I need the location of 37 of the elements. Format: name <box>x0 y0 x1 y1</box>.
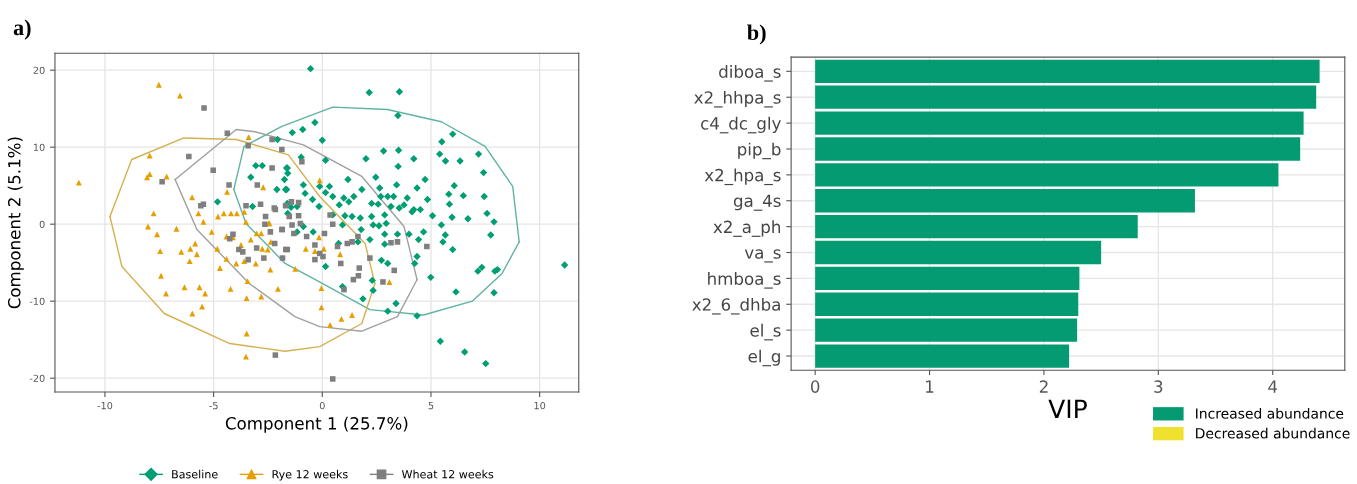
y-tick-label: x2_hhpa_s <box>694 90 781 108</box>
x-tick-label: -5 <box>209 402 218 410</box>
x-tick-label: 4 <box>1268 380 1278 393</box>
y-axis-title: Component 2 (5.1%) <box>7 137 24 309</box>
y-tick-label: 0 <box>39 220 45 229</box>
y-tick-label: el_g <box>748 349 780 367</box>
y-tick-label: va_s <box>744 249 781 263</box>
legend-label: Baseline <box>172 469 218 479</box>
x-tick-label: 2 <box>1039 380 1048 393</box>
x-tick-label: -10 <box>97 401 113 410</box>
y-tick-label: c4_dc_gly <box>701 116 781 134</box>
y-tick-label: pip_b <box>738 142 781 160</box>
y-tick-label: ga_4s <box>733 194 781 211</box>
x-axis-title: Component 1 (25.7%) <box>225 416 408 433</box>
y-tick-label: x2_a_ph <box>713 220 780 237</box>
x-axis-title: VIP <box>1048 399 1087 418</box>
x-tick-label: 5 <box>428 402 434 410</box>
y-tick-label: x2_hpa_s <box>704 168 781 186</box>
y-tick-label: -20 <box>29 374 45 383</box>
y-tick-label: el_s <box>750 323 781 341</box>
y-tick-label: 10 <box>33 143 45 152</box>
y-tick-label: hmboa_s <box>708 272 781 289</box>
legend-label: Wheat 12 weeks <box>401 469 494 479</box>
x-tick-label: 3 <box>1154 380 1163 393</box>
y-tick-label: x2_6_dhba <box>692 297 780 315</box>
legend-label: Decreased abundance <box>1196 427 1350 439</box>
text: a) <box>13 19 31 40</box>
x-tick-label: 10 <box>534 401 546 410</box>
x-tick-label: 0 <box>319 401 325 410</box>
y-tick-label: 20 <box>33 66 45 75</box>
x-tick-label: 1 <box>926 380 934 393</box>
text: b) <box>747 24 766 45</box>
y-tick-label: -10 <box>29 297 45 306</box>
x-tick-label: 0 <box>810 380 820 393</box>
legend-label: Increased abundance <box>1196 407 1344 419</box>
y-tick-label: diboa_s <box>719 65 781 82</box>
legend-label: Rye 12 weeks <box>272 469 348 481</box>
